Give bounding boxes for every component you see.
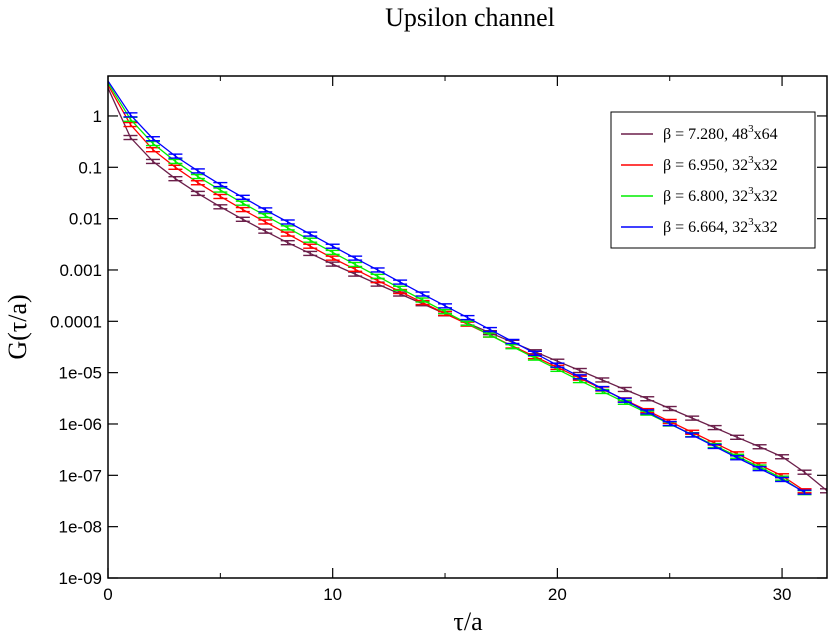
x-tick-label: 10 bbox=[323, 585, 342, 604]
chart-title: Upsilon channel bbox=[385, 3, 555, 32]
x-axis-label: τ/a bbox=[453, 607, 483, 636]
x-axis: 0 10 20 30 bbox=[103, 76, 792, 604]
x-tick-label: 30 bbox=[773, 585, 792, 604]
x-tick-label: 20 bbox=[548, 585, 567, 604]
series-3 bbox=[108, 80, 812, 495]
y-tick-label: 1e-07 bbox=[59, 466, 102, 485]
legend: β = 7.280, 483x64 β = 6.950, 323x32 β = 6.… bbox=[610, 111, 816, 249]
legend-label: β = 6.800, 323x32 bbox=[663, 185, 778, 205]
y-tick-label: 1e-08 bbox=[59, 518, 102, 537]
y-tick-label: 0.0001 bbox=[50, 312, 102, 331]
y-tick-label: 1e-09 bbox=[59, 569, 102, 588]
y-axis-label: G(τ/a) bbox=[3, 294, 32, 359]
y-tick-label: 0.01 bbox=[69, 210, 102, 229]
legend-label: β = 7.280, 483x64 bbox=[663, 123, 778, 143]
series-layer bbox=[108, 80, 827, 496]
y-tick-label: 1e-05 bbox=[59, 364, 102, 383]
y-axis: 1e-09 1e-08 1e-07 1e-06 1e-05 0.0001 0.001 0.01… bbox=[50, 107, 827, 588]
y-tick-label: 0.1 bbox=[78, 158, 102, 177]
y-tick-label: 1e-06 bbox=[59, 415, 102, 434]
x-tick-label: 0 bbox=[103, 585, 112, 604]
y-tick-label: 0.001 bbox=[59, 261, 102, 280]
legend-label: β = 6.664, 323x32 bbox=[663, 216, 778, 236]
legend-label: β = 6.950, 323x32 bbox=[663, 154, 778, 174]
plot-frame bbox=[107, 75, 828, 579]
y-tick-label: 1 bbox=[93, 107, 102, 126]
